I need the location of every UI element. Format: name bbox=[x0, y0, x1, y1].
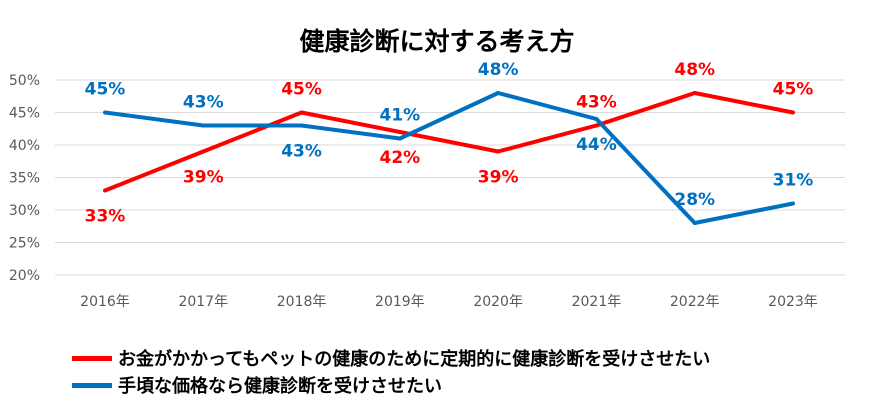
data-point bbox=[692, 221, 697, 225]
data-label: 31% bbox=[773, 171, 814, 191]
data-label: 43% bbox=[183, 93, 224, 113]
x-tick-label: 2018年 bbox=[277, 294, 327, 310]
data-point bbox=[397, 130, 402, 134]
series-line-0 bbox=[104, 91, 794, 193]
x-tick-label: 2021年 bbox=[572, 294, 622, 310]
data-point bbox=[594, 117, 599, 121]
data-point bbox=[299, 123, 304, 128]
legend-label-0: お金がかかってもペットの健康のために定期的に健康診断を受けさせたい bbox=[118, 349, 711, 370]
data-label: 39% bbox=[478, 168, 519, 188]
data-point bbox=[594, 123, 599, 128]
data-label: 45% bbox=[281, 80, 322, 100]
data-label: 33% bbox=[85, 207, 126, 227]
y-tick-label: 45% bbox=[9, 106, 40, 122]
data-label: 45% bbox=[85, 80, 126, 100]
x-tick-label: 2016年 bbox=[80, 294, 130, 310]
data-point bbox=[496, 91, 501, 95]
data-point bbox=[397, 136, 402, 141]
data-point bbox=[103, 110, 107, 115]
legend-swatch-blue bbox=[72, 382, 112, 388]
data-point bbox=[791, 110, 795, 115]
y-tick-label: 40% bbox=[9, 138, 40, 154]
x-tick-label: 2023年 bbox=[768, 294, 818, 310]
data-label: 45% bbox=[773, 80, 814, 100]
legend-item-0: お金がかかってもペットの健康のために定期的に健康診断を受けさせたい bbox=[72, 345, 710, 371]
data-label: 44% bbox=[576, 135, 617, 155]
x-tick-label: 2017年 bbox=[178, 294, 228, 310]
data-label: 28% bbox=[674, 190, 715, 210]
data-point bbox=[692, 91, 697, 95]
x-tick-label: 2022年 bbox=[670, 294, 720, 310]
series-line-1 bbox=[104, 91, 794, 225]
data-point bbox=[201, 123, 206, 128]
data-label: 43% bbox=[281, 142, 322, 162]
x-tick-label: 2020年 bbox=[473, 294, 523, 310]
data-point bbox=[201, 149, 206, 154]
legend-item-1: 手頃な価格なら健康診断を受けさせたい bbox=[72, 372, 442, 398]
data-point bbox=[496, 149, 501, 154]
data-label: 39% bbox=[183, 168, 224, 188]
y-tick-label: 50% bbox=[9, 73, 40, 89]
data-point bbox=[791, 201, 795, 206]
legend-label-1: 手頃な価格なら健康診断を受けさせたい bbox=[118, 376, 442, 397]
data-label: 41% bbox=[380, 106, 421, 126]
data-point bbox=[299, 110, 304, 115]
y-tick-label: 30% bbox=[9, 203, 40, 219]
y-tick-label: 20% bbox=[9, 268, 40, 284]
y-tick-label: 25% bbox=[9, 236, 40, 252]
legend-swatch-red bbox=[72, 355, 112, 361]
data-label: 42% bbox=[380, 148, 421, 168]
y-tick-label: 35% bbox=[9, 171, 40, 187]
x-tick-label: 2019年 bbox=[375, 294, 425, 310]
data-label: 48% bbox=[478, 60, 519, 80]
data-label: 48% bbox=[674, 60, 715, 80]
data-point bbox=[103, 188, 107, 193]
chart-title: 健康診断に対する考え方 bbox=[299, 27, 575, 56]
data-label: 43% bbox=[576, 93, 617, 113]
